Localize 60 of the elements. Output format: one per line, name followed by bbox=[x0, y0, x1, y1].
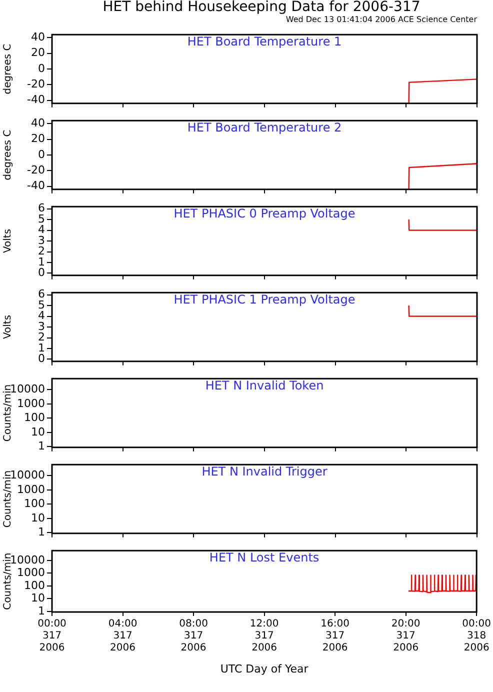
y-tick-label: 5 bbox=[38, 298, 45, 312]
y-tick-label: -20 bbox=[27, 77, 45, 90]
y-tick-label: 4 bbox=[38, 309, 45, 322]
y-tick-label: 10000 bbox=[10, 553, 45, 566]
y-axis-title: Volts bbox=[2, 228, 14, 254]
y-tick-label: 10000 bbox=[10, 382, 45, 396]
y-tick-label: 2 bbox=[38, 244, 45, 258]
y-tick-label: -20 bbox=[27, 163, 45, 176]
y-tick-label: 2 bbox=[38, 330, 45, 344]
y-tick-label: 0 bbox=[38, 62, 45, 75]
y-tick-label: 3 bbox=[38, 234, 45, 247]
y-tick-label: 1000 bbox=[17, 566, 45, 580]
y-tick-label: 10 bbox=[31, 511, 45, 524]
x-axis-title: UTC Day of Year bbox=[220, 662, 309, 676]
y-tick-label: 100 bbox=[24, 411, 45, 424]
chart-title: HET N Invalid Trigger bbox=[202, 464, 328, 479]
y-axis-title: Volts bbox=[2, 314, 14, 340]
y-tick-label: -40 bbox=[27, 179, 45, 192]
y-tick-label: 1000 bbox=[17, 482, 45, 496]
y-axis-title: degrees C bbox=[2, 44, 14, 94]
y-tick-label: 20 bbox=[31, 132, 45, 146]
y-tick-label: 0 bbox=[38, 266, 45, 280]
y-tick-label: 1000 bbox=[17, 396, 45, 410]
chart-title: HET PHASIC 1 Preamp Voltage bbox=[174, 292, 356, 307]
y-tick-label: 3 bbox=[38, 320, 45, 333]
y-axis-title: degrees C bbox=[2, 130, 14, 180]
y-tick-label: 0 bbox=[38, 352, 45, 366]
y-tick-label: 20 bbox=[31, 46, 45, 60]
x-tick-label: 20:00 317 2006 bbox=[391, 618, 420, 654]
y-tick-label: 1 bbox=[38, 440, 45, 453]
y-tick-label: 100 bbox=[24, 497, 45, 510]
y-tick-label: 1 bbox=[38, 526, 45, 539]
y-tick-label: 0 bbox=[38, 148, 45, 161]
x-tick-label: 00:00 317 2006 bbox=[38, 618, 66, 654]
chart-title: HET N Lost Events bbox=[209, 550, 320, 565]
y-tick-label: 1 bbox=[38, 255, 45, 268]
y-tick-label: 40 bbox=[31, 30, 45, 44]
text: Wed Dec 13 01:41:04 2006 ACE Science Center bbox=[286, 15, 477, 25]
x-tick-label: 04:00 317 2006 bbox=[108, 618, 138, 654]
chart-title: HET N Invalid Token bbox=[205, 378, 324, 393]
text: HET behind Housekeeping Data for 2006-317 bbox=[102, 0, 422, 15]
y-tick-label: 1 bbox=[38, 604, 45, 618]
x-tick-label: 00:00 318 2006 bbox=[462, 618, 492, 654]
y-tick-label: 100 bbox=[24, 578, 45, 592]
x-tick-label: 12:00 317 2006 bbox=[250, 618, 279, 654]
y-tick-label: 4 bbox=[38, 223, 45, 236]
chart-title: HET PHASIC 0 Preamp Voltage bbox=[174, 206, 356, 221]
y-tick-label: 10 bbox=[31, 425, 45, 438]
x-tick-label: 08:00 317 2006 bbox=[179, 618, 208, 654]
chart-title: HET Board Temperature 2 bbox=[187, 120, 342, 135]
y-tick-label: 40 bbox=[31, 116, 45, 130]
x-tick-label: 16:00 317 2006 bbox=[320, 618, 350, 654]
y-tick-label: 1 bbox=[38, 341, 45, 354]
y-tick-label: 10 bbox=[31, 592, 45, 605]
y-tick-label: 5 bbox=[38, 212, 45, 226]
y-tick-label: -40 bbox=[27, 93, 45, 106]
chart-title: HET Board Temperature 1 bbox=[187, 34, 342, 49]
y-tick-label: 10000 bbox=[10, 468, 45, 482]
y-tick-label: 6 bbox=[38, 202, 45, 215]
y-tick-label: 6 bbox=[38, 288, 45, 301]
